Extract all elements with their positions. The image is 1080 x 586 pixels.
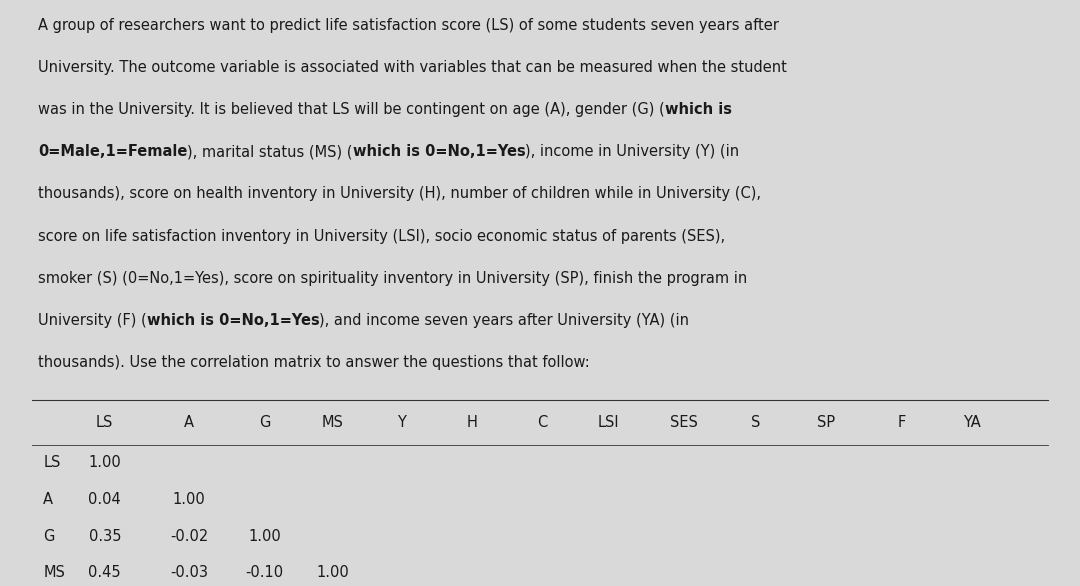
Text: MS: MS (43, 565, 65, 581)
Text: University. The outcome variable is associated with variables that can be measur: University. The outcome variable is asso… (38, 60, 786, 75)
Text: which is: which is (664, 102, 731, 117)
Text: SP: SP (818, 415, 835, 430)
Text: -0.02: -0.02 (170, 529, 208, 544)
Text: University (F) (: University (F) ( (38, 313, 147, 328)
Text: LSI: LSI (597, 415, 619, 430)
Text: 0.45: 0.45 (89, 565, 121, 581)
Text: 0=Male,1=Female: 0=Male,1=Female (38, 144, 187, 159)
Text: smoker (S) (0=No,1=Yes), score on spirituality inventory in University (SP), fin: smoker (S) (0=No,1=Yes), score on spirit… (38, 271, 747, 286)
Text: -0.03: -0.03 (170, 565, 208, 581)
Text: thousands). Use the correlation matrix to answer the questions that follow:: thousands). Use the correlation matrix t… (38, 355, 590, 370)
Text: A: A (43, 492, 53, 507)
Text: 1.00: 1.00 (89, 455, 121, 470)
Text: LS: LS (96, 415, 113, 430)
Text: S: S (752, 415, 760, 430)
Text: which is 0=No,1=Yes: which is 0=No,1=Yes (353, 144, 526, 159)
Text: A: A (184, 415, 194, 430)
Text: which is 0=No,1=Yes: which is 0=No,1=Yes (147, 313, 320, 328)
Text: SES: SES (670, 415, 698, 430)
Text: 1.00: 1.00 (316, 565, 349, 581)
Text: 0.35: 0.35 (89, 529, 121, 544)
Text: G: G (43, 529, 55, 544)
Text: G: G (259, 415, 270, 430)
Text: 0.04: 0.04 (89, 492, 121, 507)
Text: ), and income seven years after University (YA) (in: ), and income seven years after Universi… (320, 313, 689, 328)
Text: -0.10: -0.10 (245, 565, 284, 581)
Text: C: C (537, 415, 548, 430)
Text: ), marital status (MS) (: ), marital status (MS) ( (187, 144, 353, 159)
Text: H: H (467, 415, 477, 430)
Text: score on life satisfaction inventory in University (LSI), socio economic status : score on life satisfaction inventory in … (38, 229, 725, 244)
Text: YA: YA (963, 415, 981, 430)
Text: MS: MS (322, 415, 343, 430)
Text: A group of researchers want to predict life satisfaction score (LS) of some stud: A group of researchers want to predict l… (38, 18, 779, 33)
Text: 1.00: 1.00 (248, 529, 281, 544)
Text: LS: LS (43, 455, 60, 470)
Text: Y: Y (397, 415, 406, 430)
Text: ), income in University (Y) (in: ), income in University (Y) (in (526, 144, 740, 159)
Text: thousands), score on health inventory in University (H), number of children whil: thousands), score on health inventory in… (38, 186, 760, 202)
Text: F: F (897, 415, 906, 430)
Text: 1.00: 1.00 (173, 492, 205, 507)
Text: was in the University. It is believed that LS will be contingent on age (A), gen: was in the University. It is believed th… (38, 102, 664, 117)
